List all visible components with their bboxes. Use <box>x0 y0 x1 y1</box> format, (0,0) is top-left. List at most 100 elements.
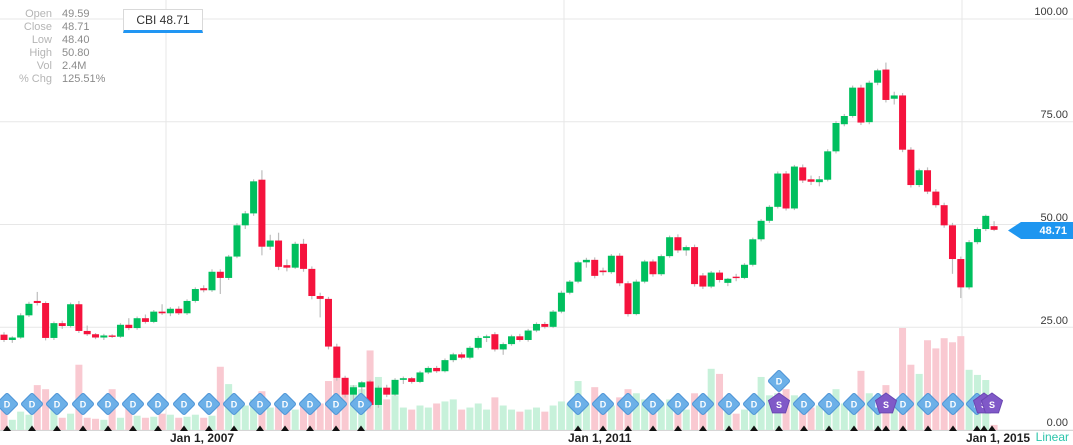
candle[interactable] <box>308 268 316 297</box>
candle[interactable] <box>17 315 25 338</box>
candle[interactable] <box>990 226 998 230</box>
candle[interactable] <box>499 344 507 350</box>
candle[interactable] <box>324 298 332 347</box>
candle[interactable] <box>508 336 516 345</box>
candle[interactable] <box>449 354 457 361</box>
candle[interactable] <box>624 283 632 315</box>
candle[interactable] <box>374 387 382 405</box>
candle[interactable] <box>691 247 699 285</box>
candle[interactable] <box>258 179 266 247</box>
candle[interactable] <box>483 336 491 338</box>
candle[interactable] <box>42 303 50 338</box>
dividend-marker-icon[interactable] <box>46 393 69 416</box>
candle[interactable] <box>391 379 399 395</box>
candle[interactable] <box>466 347 474 358</box>
candle[interactable] <box>948 225 956 260</box>
candle[interactable] <box>874 70 882 83</box>
candle[interactable] <box>100 335 108 338</box>
dividend-marker-icon[interactable] <box>299 393 322 416</box>
candle[interactable] <box>116 324 124 337</box>
candle[interactable] <box>890 95 898 99</box>
candle[interactable] <box>216 271 224 278</box>
dividend-marker-icon[interactable] <box>223 393 246 416</box>
candle[interactable] <box>790 166 798 209</box>
candle[interactable] <box>516 336 524 340</box>
candle[interactable] <box>591 259 599 276</box>
candle[interactable] <box>225 256 233 278</box>
candle[interactable] <box>616 255 624 284</box>
candle[interactable] <box>191 289 199 301</box>
candle[interactable] <box>641 261 649 282</box>
candle[interactable] <box>982 215 990 230</box>
candle[interactable] <box>716 272 724 280</box>
dividend-marker-icon[interactable] <box>942 393 965 416</box>
dividend-marker-icon[interactable] <box>592 393 615 416</box>
split-marker-icon[interactable] <box>980 392 1004 414</box>
candle[interactable] <box>782 173 790 209</box>
dividend-marker-icon[interactable] <box>843 393 866 416</box>
candle[interactable] <box>865 82 873 123</box>
candle[interactable] <box>108 335 116 337</box>
candle[interactable] <box>50 323 58 338</box>
candle[interactable] <box>416 372 424 382</box>
candle[interactable] <box>541 323 549 327</box>
candle[interactable] <box>682 247 690 251</box>
candle[interactable] <box>408 378 416 382</box>
candle[interactable] <box>707 272 715 287</box>
candle[interactable] <box>67 304 75 327</box>
candle[interactable] <box>25 303 33 316</box>
candle[interactable] <box>574 262 582 282</box>
split-marker-icon[interactable] <box>767 392 791 414</box>
candle[interactable] <box>8 337 16 340</box>
candle[interactable] <box>932 191 940 206</box>
dividend-marker-icon[interactable] <box>743 393 766 416</box>
dividend-marker-icon[interactable] <box>892 393 915 416</box>
candle[interactable] <box>175 308 183 314</box>
candle[interactable] <box>133 318 141 329</box>
candle[interactable] <box>200 288 208 291</box>
candle[interactable] <box>83 330 91 335</box>
candle[interactable] <box>275 240 283 267</box>
candle[interactable] <box>183 300 191 314</box>
candle[interactable] <box>141 318 149 322</box>
dividend-marker-icon[interactable] <box>718 393 741 416</box>
candle[interactable] <box>233 225 241 257</box>
candle[interactable] <box>158 311 166 314</box>
candle[interactable] <box>241 213 249 226</box>
candle[interactable] <box>973 229 981 243</box>
candle[interactable] <box>557 292 565 312</box>
candle[interactable] <box>599 270 607 273</box>
split-marker-icon[interactable] <box>874 392 898 414</box>
candle[interactable] <box>657 256 665 275</box>
candle[interactable] <box>940 205 948 226</box>
candle[interactable] <box>166 308 174 314</box>
dividend-marker-icon[interactable] <box>325 393 348 416</box>
candle[interactable] <box>924 170 932 192</box>
candle[interactable] <box>0 334 8 340</box>
candle[interactable] <box>349 387 357 395</box>
dividend-marker-icon[interactable] <box>21 393 44 416</box>
candle[interactable] <box>724 278 732 283</box>
candle[interactable] <box>857 87 865 123</box>
symbol-tab[interactable]: CBI 48.71 <box>123 9 203 33</box>
dividend-marker-icon[interactable] <box>642 393 665 416</box>
candle[interactable] <box>849 87 857 116</box>
candle[interactable] <box>815 179 823 183</box>
dividend-marker-icon[interactable] <box>97 393 120 416</box>
candle[interactable] <box>300 243 308 269</box>
dividend-marker-icon[interactable] <box>617 393 640 416</box>
dividend-marker-icon[interactable] <box>0 393 18 416</box>
candle[interactable] <box>824 151 832 180</box>
candle[interactable] <box>765 206 773 221</box>
candle[interactable] <box>433 367 441 372</box>
dividend-marker-icon[interactable] <box>667 393 690 416</box>
scale-toggle[interactable]: Linear <box>1035 430 1069 444</box>
candle[interactable] <box>807 179 815 182</box>
candle[interactable] <box>441 360 449 372</box>
candle[interactable] <box>491 334 499 350</box>
dividend-marker-icon[interactable] <box>692 393 715 416</box>
candle[interactable] <box>316 296 324 299</box>
candle[interactable] <box>341 377 349 395</box>
dividend-marker-icon[interactable] <box>249 393 272 416</box>
